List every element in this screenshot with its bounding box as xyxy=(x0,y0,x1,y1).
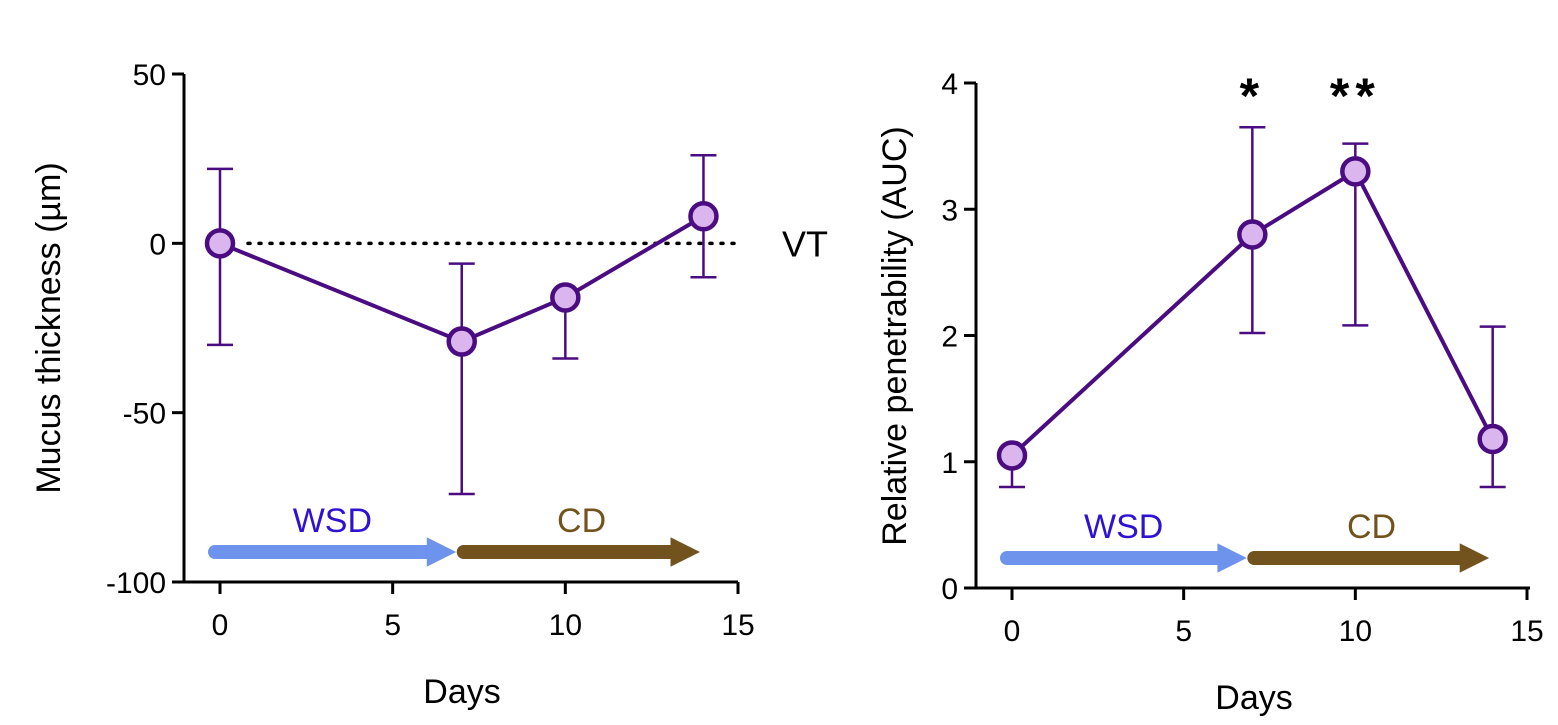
reference-line-group: VT xyxy=(246,223,828,264)
significance-markers: * ** xyxy=(1240,68,1381,124)
phase-arrows: WSD CD xyxy=(208,502,700,567)
y-tick-label: 3 xyxy=(941,194,958,227)
data-point xyxy=(446,326,477,357)
x-tick-label: 5 xyxy=(1175,615,1192,648)
y-axis-title: Mucus thickness (µm) xyxy=(30,162,68,493)
vt-reference-label: VT xyxy=(782,223,828,264)
y-ticks: 50 0 -50 -100 xyxy=(106,59,184,600)
x-ticks: 0 5 10 15 xyxy=(1004,588,1544,648)
x-tick-label: 0 xyxy=(212,609,229,642)
y-tick-label: 50 xyxy=(133,59,166,92)
data-point xyxy=(1237,219,1268,250)
x-tick-label: 5 xyxy=(384,609,401,642)
relative-penetrability-series-line xyxy=(1010,168,1495,457)
y-ticks: 4 3 2 1 0 xyxy=(941,68,976,606)
data-points xyxy=(996,156,1508,471)
x-axis-title: Days xyxy=(423,673,500,711)
y-tick-label: 0 xyxy=(149,228,166,261)
data-point xyxy=(204,228,236,259)
data-point xyxy=(550,282,581,313)
error-bars xyxy=(999,125,1506,489)
cd-phase-label: CD xyxy=(1347,508,1396,546)
y-axis-title: Relative penetrability (AUC) xyxy=(876,126,914,546)
x-tick-label: 15 xyxy=(1510,615,1543,648)
mucus-thickness-series-line xyxy=(219,214,705,344)
x-tick-label: 15 xyxy=(721,609,754,642)
error-bars xyxy=(207,154,717,496)
data-point xyxy=(996,440,1028,471)
data-point xyxy=(1477,423,1508,455)
x-tick-label: 10 xyxy=(1339,615,1372,648)
x-tick-label: 10 xyxy=(549,609,582,642)
significance-marker: * xyxy=(1240,68,1265,124)
cd-phase-label: CD xyxy=(557,502,606,540)
data-point xyxy=(1340,156,1371,187)
wsd-phase-label: WSD xyxy=(1084,508,1163,546)
y-tick-label: -100 xyxy=(106,567,166,600)
data-points xyxy=(204,200,719,357)
wsd-phase-label: WSD xyxy=(293,502,372,540)
mucus-thickness-chart: 50 0 -50 -100 0 5 10 15 VT WSD CD Days Mucus t… xyxy=(30,59,828,711)
y-tick-label: -50 xyxy=(123,398,166,431)
y-tick-label: 4 xyxy=(941,68,958,101)
phase-arrows: WSD CD xyxy=(1000,508,1490,573)
significance-marker: ** xyxy=(1330,68,1381,124)
y-tick-label: 2 xyxy=(941,321,958,354)
y-tick-label: 0 xyxy=(941,573,958,606)
y-tick-label: 1 xyxy=(941,447,958,480)
x-tick-label: 0 xyxy=(1004,615,1021,648)
x-axis-title: Days xyxy=(1215,679,1292,717)
mucus-thickness-axes xyxy=(182,74,738,584)
data-point xyxy=(688,200,719,232)
x-ticks: 0 5 10 15 xyxy=(212,582,755,642)
